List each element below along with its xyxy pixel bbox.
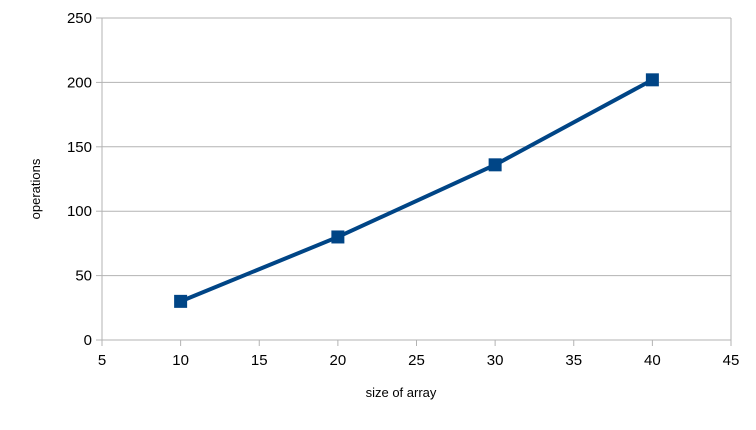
y-tick-label: 50	[75, 268, 92, 285]
axes	[96, 17, 732, 346]
x-tick-label: 20	[330, 352, 347, 369]
data-point-marker	[331, 230, 345, 244]
x-tick-label: 10	[172, 352, 189, 369]
y-tick-label: 0	[84, 332, 92, 349]
x-tick-label: 45	[723, 352, 740, 369]
series-line	[178, 77, 655, 304]
y-axis-label: operations	[28, 158, 43, 219]
gridlines	[102, 17, 731, 277]
x-tick-label: 30	[487, 352, 504, 369]
x-tick-label: 35	[565, 352, 582, 369]
data-point-marker	[645, 73, 659, 87]
x-axis-label: size of array	[366, 385, 437, 400]
series-layer	[174, 73, 659, 308]
data-point-marker	[174, 294, 188, 308]
y-tick-label: 200	[67, 74, 92, 91]
x-tick-label: 15	[251, 352, 268, 369]
tick-labels: 0 50 100 150 200 250 5 10 15 20 25 30 35 40 45	[67, 10, 739, 369]
y-tick-label: 150	[67, 139, 92, 156]
data-point-marker	[488, 158, 502, 172]
x-tick-label: 25	[408, 352, 425, 369]
y-tick-label: 250	[67, 10, 92, 27]
y-tick-label: 100	[67, 203, 92, 220]
x-tick-label: 5	[98, 352, 106, 369]
x-tick-label: 40	[644, 352, 661, 369]
